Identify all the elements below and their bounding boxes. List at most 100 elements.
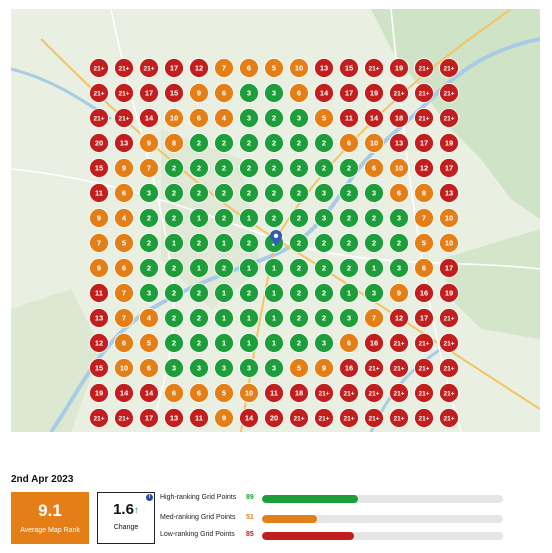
grid-point[interactable]: 21+ <box>414 408 434 428</box>
grid-point[interactable]: 2 <box>339 258 359 278</box>
grid-point[interactable]: 13 <box>439 183 459 203</box>
grid-point[interactable]: 21+ <box>414 83 434 103</box>
grid-point[interactable]: 14 <box>139 108 159 128</box>
grid-point[interactable]: 2 <box>164 158 184 178</box>
grid-point[interactable]: 21+ <box>389 333 409 353</box>
grid-point[interactable]: 7 <box>114 308 134 328</box>
grid-point[interactable]: 21+ <box>439 58 459 78</box>
grid-point[interactable]: 2 <box>189 333 209 353</box>
grid-point[interactable]: 20 <box>264 408 284 428</box>
grid-point[interactable]: 21+ <box>364 358 384 378</box>
grid-point[interactable]: 3 <box>364 183 384 203</box>
grid-point[interactable]: 7 <box>114 283 134 303</box>
grid-point[interactable]: 3 <box>314 183 334 203</box>
grid-point[interactable]: 1 <box>189 258 209 278</box>
location-pin-icon[interactable] <box>270 230 282 246</box>
grid-point[interactable]: 11 <box>339 108 359 128</box>
grid-point[interactable]: 21+ <box>314 383 334 403</box>
grid-point[interactable]: 12 <box>189 58 209 78</box>
grid-point[interactable]: 21+ <box>439 358 459 378</box>
grid-point[interactable]: 9 <box>89 208 109 228</box>
grid-point[interactable]: 4 <box>139 308 159 328</box>
grid-point[interactable]: 1 <box>264 308 284 328</box>
grid-point[interactable]: 21+ <box>439 83 459 103</box>
grid-point[interactable]: 21+ <box>89 108 109 128</box>
grid-point[interactable]: 21+ <box>114 58 134 78</box>
grid-point[interactable]: 10 <box>364 133 384 153</box>
rank-grid[interactable]: 21+ 21+ 21+ 17 12 7 6 5 10 13 15 21+ 19 21+ 21+21+ 21+ 1… <box>89 58 459 428</box>
grid-point[interactable]: 21+ <box>89 83 109 103</box>
grid-point[interactable]: 2 <box>239 133 259 153</box>
grid-point[interactable]: 18 <box>389 108 409 128</box>
grid-point[interactable]: 2 <box>164 258 184 278</box>
grid-point[interactable]: 15 <box>89 358 109 378</box>
grid-point[interactable]: 3 <box>314 333 334 353</box>
grid-point[interactable]: 4 <box>214 108 234 128</box>
grid-point[interactable]: 21+ <box>414 383 434 403</box>
grid-point[interactable]: 19 <box>439 133 459 153</box>
grid-point[interactable]: 17 <box>139 83 159 103</box>
grid-point[interactable]: 21+ <box>414 333 434 353</box>
grid-point[interactable]: 3 <box>264 358 284 378</box>
grid-point[interactable]: 1 <box>214 308 234 328</box>
grid-point[interactable]: 7 <box>214 58 234 78</box>
grid-point[interactable]: 6 <box>289 83 309 103</box>
grid-point[interactable]: 19 <box>389 58 409 78</box>
grid-point[interactable]: 1 <box>339 283 359 303</box>
grid-point[interactable]: 16 <box>414 283 434 303</box>
grid-point[interactable]: 9 <box>189 83 209 103</box>
grid-point[interactable]: 2 <box>189 283 209 303</box>
grid-point[interactable]: 12 <box>389 308 409 328</box>
grid-point[interactable]: 12 <box>414 158 434 178</box>
grid-point[interactable]: 10 <box>164 108 184 128</box>
grid-point[interactable]: 2 <box>314 158 334 178</box>
grid-point[interactable]: 15 <box>339 58 359 78</box>
grid-point[interactable]: 10 <box>239 383 259 403</box>
grid-point[interactable]: 17 <box>414 133 434 153</box>
grid-point[interactable]: 2 <box>289 308 309 328</box>
grid-point[interactable]: 2 <box>189 233 209 253</box>
grid-point[interactable]: 2 <box>289 258 309 278</box>
grid-point[interactable]: 14 <box>139 383 159 403</box>
grid-point[interactable]: 2 <box>289 133 309 153</box>
grid-point[interactable]: 15 <box>164 83 184 103</box>
grid-point[interactable]: 11 <box>264 383 284 403</box>
grid-point[interactable]: 2 <box>164 208 184 228</box>
grid-point[interactable]: 8 <box>414 183 434 203</box>
grid-point[interactable]: 2 <box>314 258 334 278</box>
grid-point[interactable]: 2 <box>339 208 359 228</box>
grid-point[interactable]: 1 <box>264 283 284 303</box>
grid-point[interactable]: 2 <box>314 133 334 153</box>
grid-point[interactable]: 21+ <box>439 308 459 328</box>
grid-point[interactable]: 3 <box>189 358 209 378</box>
grid-point[interactable]: 8 <box>164 133 184 153</box>
map-canvas[interactable]: 21+ 21+ 21+ 17 12 7 6 5 10 13 15 21+ 19 21+ 21+21+ 21+ 1… <box>11 9 540 432</box>
grid-point[interactable]: 3 <box>264 83 284 103</box>
grid-point[interactable]: 10 <box>439 233 459 253</box>
grid-point[interactable]: 1 <box>364 258 384 278</box>
grid-point[interactable]: 6 <box>164 383 184 403</box>
grid-point[interactable]: 14 <box>364 108 384 128</box>
grid-point[interactable]: 19 <box>364 83 384 103</box>
grid-point[interactable]: 2 <box>289 208 309 228</box>
grid-point[interactable]: 15 <box>89 158 109 178</box>
grid-point[interactable]: 21+ <box>439 108 459 128</box>
grid-point[interactable]: 21+ <box>439 333 459 353</box>
grid-point[interactable]: 21+ <box>114 108 134 128</box>
grid-point[interactable]: 3 <box>239 358 259 378</box>
grid-point[interactable]: 2 <box>239 158 259 178</box>
grid-point[interactable]: 1 <box>189 208 209 228</box>
grid-point[interactable]: 17 <box>439 258 459 278</box>
grid-point[interactable]: 21+ <box>289 408 309 428</box>
grid-point[interactable]: 21+ <box>89 408 109 428</box>
grid-point[interactable]: 1 <box>214 333 234 353</box>
grid-point[interactable]: 6 <box>114 333 134 353</box>
grid-point[interactable]: 2 <box>264 208 284 228</box>
grid-point[interactable]: 9 <box>389 283 409 303</box>
grid-point[interactable]: 2 <box>164 283 184 303</box>
grid-point[interactable]: 18 <box>289 383 309 403</box>
grid-point[interactable]: 21+ <box>389 358 409 378</box>
grid-point[interactable]: 2 <box>189 183 209 203</box>
grid-point[interactable]: 11 <box>89 183 109 203</box>
grid-point[interactable]: 6 <box>189 108 209 128</box>
